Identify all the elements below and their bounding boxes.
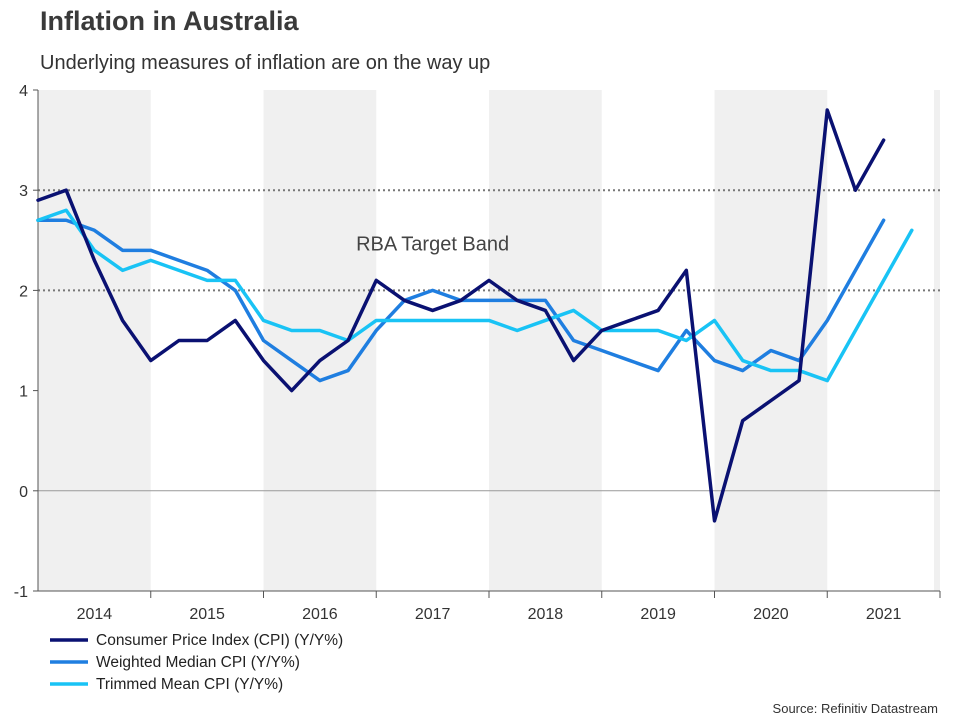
- x-tick-label-2018: 2018: [528, 606, 564, 623]
- shaded-band-edge: [934, 90, 940, 591]
- x-tick-label-2016: 2016: [302, 606, 338, 623]
- y-tick-label: 2: [19, 283, 28, 300]
- shaded-band-2014: [38, 90, 151, 591]
- x-tick-label-2014: 2014: [77, 606, 113, 623]
- series-line-1: [36, 108, 886, 523]
- chart-title: Inflation in Australia: [40, 6, 299, 36]
- y-tick-label: 3: [19, 183, 28, 200]
- x-tick-label-2021: 2021: [866, 606, 902, 623]
- shaded-band-2020: [714, 90, 828, 591]
- x-tick-label-2015: 2015: [189, 606, 225, 623]
- series-line-3: [36, 208, 914, 383]
- target-band-label: RBA Target Band: [356, 233, 509, 255]
- source-note: Source: Refinitiv Datastream: [772, 701, 938, 716]
- y-tick-label: -1: [14, 584, 28, 601]
- y-tick-label: 0: [19, 484, 28, 501]
- chart-subtitle: Underlying measures of inflation are on …: [40, 52, 491, 74]
- legend-label-1: Consumer Price Index (CPI) (Y/Y%): [96, 632, 343, 649]
- x-tick-label-2020: 2020: [753, 606, 789, 623]
- legend-label-3: Trimmed Mean CPI (Y/Y%): [96, 676, 283, 693]
- shaded-band-2018: [489, 90, 602, 591]
- y-tick-label: 4: [19, 83, 28, 100]
- legend-label-2: Weighted Median CPI (Y/Y%): [96, 654, 300, 671]
- shaded-band-2016: [263, 90, 377, 591]
- x-tick-label-2019: 2019: [640, 606, 676, 623]
- y-tick-label: 1: [19, 384, 28, 401]
- x-tick-label-2017: 2017: [415, 606, 451, 623]
